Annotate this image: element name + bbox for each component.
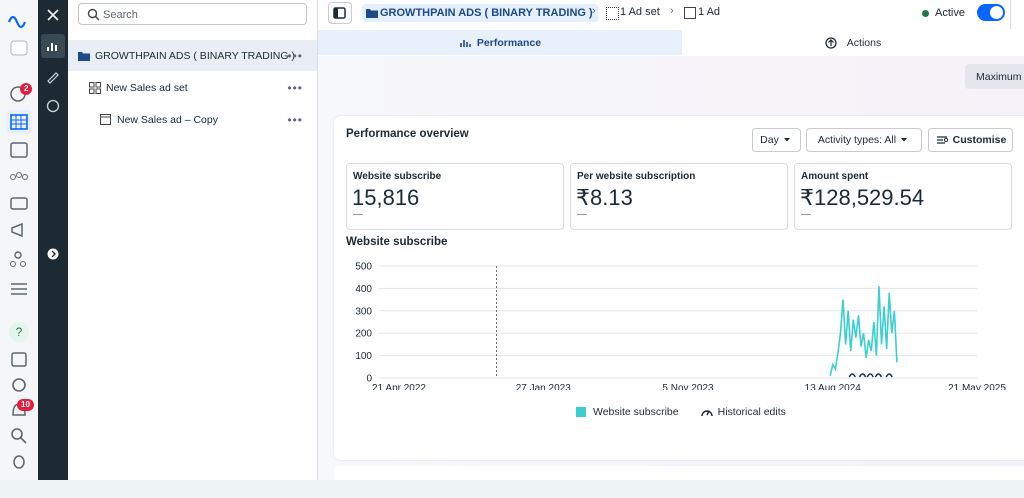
legend: Website subscribe Historical edits [576, 406, 786, 418]
customise-button[interactable]: Customise [928, 128, 1013, 152]
edit-marker [885, 373, 893, 378]
overview-card: Performance overview Day Activity types:… [334, 116, 1024, 460]
badge: 2 [20, 83, 33, 95]
tab-actions[interactable]: Actions [682, 30, 1024, 55]
help-bg [9, 322, 29, 342]
y-tick-label: 400 [355, 284, 372, 295]
y-tick-label: 100 [355, 351, 372, 362]
legend-swatch [576, 407, 586, 417]
line-chart: 0 100 200 300 400 500 21 Apr 2022 27 Jan 2023 5 … [355, 262, 1006, 391]
breadcrumb-campaign[interactable]: GROWTHPAIN ADS ( BINARY TRADING ) [362, 4, 598, 22]
tree-row[interactable]: GROWTHPAIN ADS ( BINARY TRADING ) ••• [68, 40, 317, 71]
status-label: Active [935, 7, 965, 19]
breadcrumb-text: GROWTHPAIN ADS ( BINARY TRADING ) [380, 7, 593, 19]
x-tick-label: 21 Apr 2022 [372, 383, 426, 390]
meta-logo[interactable] [7, 15, 27, 29]
metric-label: Amount spent [801, 171, 869, 182]
metric-card: Per website subscription ₹8.13 — [570, 163, 788, 230]
y-tick-label: 200 [355, 329, 372, 340]
history-tool[interactable] [46, 99, 60, 113]
metric-change: — [577, 209, 587, 220]
x-tick-label: 13 Aug 2024 [805, 383, 862, 390]
edit-marker [848, 373, 856, 378]
tree-row[interactable]: New Sales ad – Copy ••• [68, 104, 317, 135]
account-icon[interactable] [10, 40, 28, 56]
metric-label: Website subscribe [353, 171, 442, 182]
edit-marker [866, 373, 874, 378]
control-label: Day [760, 134, 779, 146]
active-item [6, 110, 32, 134]
close-button[interactable] [47, 9, 59, 21]
legend-label[interactable]: Website subscribe [593, 406, 679, 418]
tool-strip [38, 0, 68, 480]
metric-card: Amount spent ₹128,529.54 — [794, 163, 1012, 230]
breadcrumb-adset[interactable]: 1 Ad set [620, 6, 660, 18]
data-line [829, 286, 898, 376]
y-tick-label: 500 [355, 262, 372, 273]
chart-title: Website subscribe [346, 236, 448, 248]
card-title: Performance overview [346, 128, 469, 140]
day-select[interactable]: Day [752, 128, 801, 152]
tree-row[interactable]: New Sales ad set ••• [68, 72, 317, 103]
metric-change: — [801, 209, 811, 220]
x-tick-label: 5 Nov 2023 [662, 383, 714, 390]
activity-select[interactable]: Activity types: All [806, 128, 922, 152]
metric-value: ₹128,529.54 [800, 185, 925, 210]
metric-card: Website subscribe 15,816 — [346, 163, 564, 230]
next-card [334, 466, 1024, 480]
toggle-panel[interactable] [328, 2, 352, 24]
expand-button[interactable] [47, 248, 59, 260]
bottom-strip [0, 480, 1024, 495]
svg-text:?: ? [16, 325, 23, 339]
x-tick-label: 27 Jan 2023 [516, 383, 571, 390]
nav-rail: ? 2 10 [0, 0, 39, 495]
campaigns-icon[interactable] [10, 114, 28, 130]
status-toggle[interactable] [977, 4, 1005, 21]
tab-label: Performance [476, 36, 542, 49]
adset-label: New Sales ad set [106, 81, 188, 94]
tree-panel: Search GROWTHPAIN ADS ( BINARY TRADING )… [68, 0, 318, 480]
button-label: Maximum [976, 70, 1022, 83]
billing-icon[interactable] [10, 197, 28, 210]
badge: 10 [17, 399, 34, 411]
breadcrumb-ad[interactable]: 1 Ad [698, 6, 721, 18]
top-bar: GROWTHPAIN ADS ( BINARY TRADING ) › 1 Ad… [318, 0, 1024, 31]
search-placeholder: Search [103, 9, 138, 21]
metric-label: Per website subscription [577, 171, 696, 182]
metric-value: ₹8.13 [576, 185, 633, 210]
metric-change: — [353, 209, 363, 220]
ad-label: New Sales ad – Copy [117, 113, 218, 126]
y-tick-label: 300 [355, 306, 372, 317]
edit-marker [874, 373, 883, 378]
tool-icons [41, 9, 65, 260]
campaign-label: GROWTHPAIN ADS ( BINARY TRADING ) [95, 49, 295, 62]
legend-label[interactable]: Historical edits [717, 406, 786, 418]
pages-icon[interactable] [10, 142, 28, 158]
ads-icon[interactable] [11, 222, 23, 238]
menu-icon[interactable] [11, 283, 27, 295]
y-tick-label: 0 [366, 374, 372, 385]
search-box[interactable]: Search [78, 3, 307, 25]
tab-label: Actions [846, 36, 882, 49]
nav-icons: ? [6, 15, 32, 469]
maximum-button[interactable]: Maximum [965, 64, 1024, 89]
edit-tool[interactable] [47, 72, 59, 84]
x-tick-label: 21 May 2025 [948, 383, 1006, 390]
control-label: Activity types: All [817, 134, 897, 146]
metric-value: 15,816 [352, 185, 420, 210]
performance-tool[interactable] [47, 43, 57, 51]
control-label: Customise [952, 134, 1007, 146]
tabs: Performance Actions [318, 30, 1024, 56]
tab-performance[interactable]: Performance [318, 30, 682, 55]
settings-icon[interactable] [12, 378, 26, 392]
edit-marker [858, 373, 867, 378]
